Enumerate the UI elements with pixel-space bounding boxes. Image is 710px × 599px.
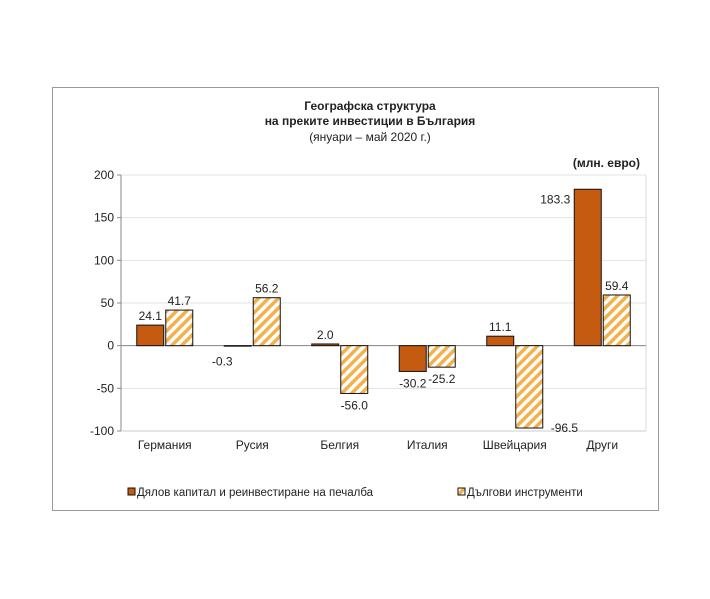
- y-tick-label: -100: [90, 424, 114, 438]
- y-tick-label: 150: [94, 211, 114, 225]
- y-tick-label: 50: [101, 296, 115, 310]
- y-tick-label: -50: [97, 381, 115, 395]
- bar-equity: [573, 188, 602, 347]
- legend-label: Дялов капитал и реинвестиране на печалба: [137, 487, 374, 499]
- legend-swatch-equity: [127, 487, 136, 496]
- chart-subtitle: (януари – май 2020 г.): [309, 130, 431, 144]
- data-label: 24.1: [139, 309, 163, 323]
- legend-label: Дългови инструменти: [467, 487, 583, 499]
- bar-equity: [486, 335, 515, 347]
- data-label: 2.0: [317, 328, 334, 342]
- data-label: -25.2: [428, 372, 456, 386]
- data-label: 59.4: [605, 279, 629, 293]
- bar-debt: [165, 309, 194, 347]
- data-label: -96.5: [551, 421, 579, 435]
- bar-debt: [602, 294, 631, 347]
- data-label: -56.0: [341, 398, 369, 412]
- bar-equity: [223, 345, 252, 347]
- bar-debt: [340, 345, 369, 394]
- chart-title-line-2: на преките инвестиции в България: [265, 114, 476, 128]
- x-tick-label: Русия: [236, 438, 269, 452]
- x-tick-label: Италия: [407, 438, 448, 452]
- x-tick-label: Швейцария: [483, 438, 547, 452]
- data-label: -30.2: [399, 376, 427, 390]
- unit-label: (млн. евро): [573, 156, 640, 170]
- x-tick-label: Други: [586, 438, 618, 452]
- x-tick-label: Белгия: [320, 438, 359, 452]
- data-label: 11.1: [489, 320, 512, 334]
- chart-frame: [52, 87, 659, 511]
- data-label: -0.3: [212, 355, 233, 369]
- bar-debt: [252, 297, 281, 347]
- bar-debt: [427, 345, 456, 368]
- bar-equity: [311, 343, 340, 347]
- bar-equity: [136, 324, 165, 347]
- legend-swatch-debt: [457, 487, 466, 496]
- y-tick-label: 200: [94, 168, 114, 182]
- x-tick-label: Германия: [138, 438, 192, 452]
- data-label: 41.7: [168, 294, 192, 308]
- chart-title-line-1: Географска структура: [304, 99, 436, 113]
- data-label: 183.3: [540, 192, 570, 206]
- bar-debt: [515, 345, 544, 429]
- bar-equity: [398, 345, 427, 372]
- y-tick-label: 100: [94, 253, 114, 267]
- data-label: 56.2: [255, 282, 279, 296]
- y-tick-label: 0: [107, 339, 114, 353]
